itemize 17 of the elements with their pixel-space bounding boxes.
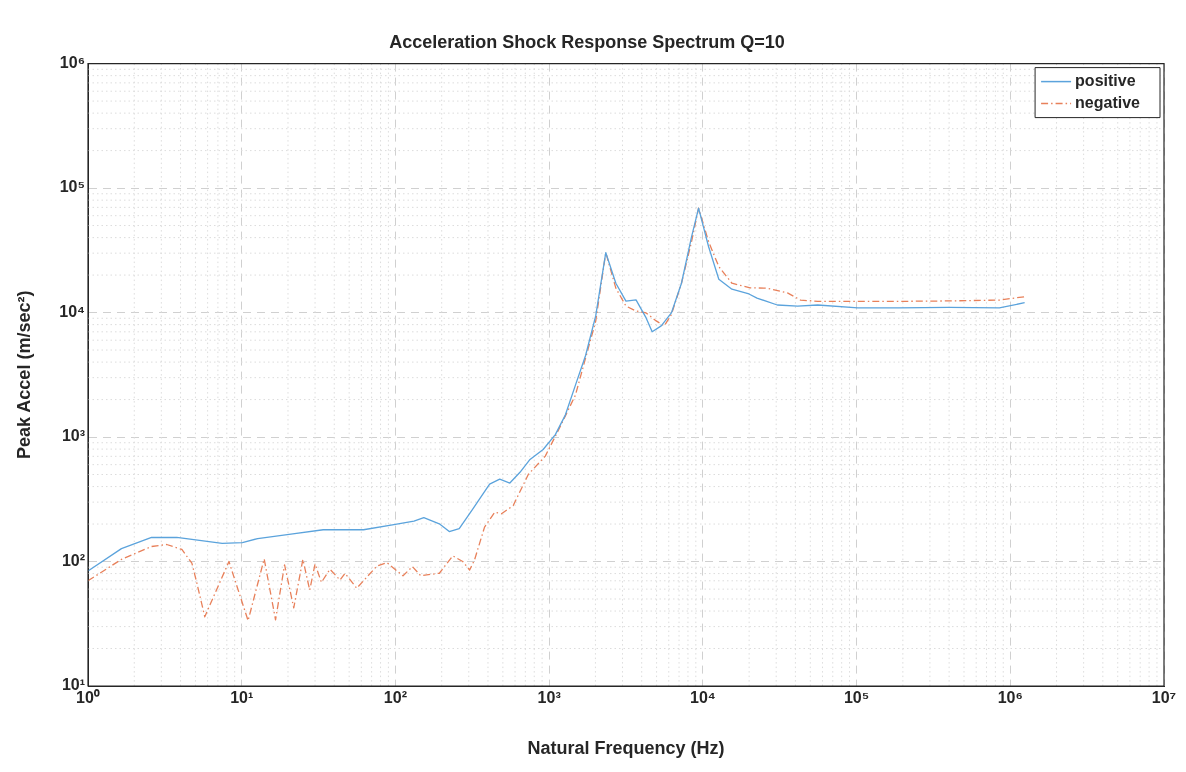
- y-tick-label: 10⁶: [59, 54, 85, 72]
- x-tick-label: 10⁶: [997, 689, 1023, 707]
- y-axis-title: Peak Accel (m/sec²): [13, 290, 34, 460]
- y-tick-label: 10²: [61, 551, 85, 569]
- legend-label: negative: [1075, 94, 1141, 112]
- x-tick-label: 10⁵: [843, 689, 870, 707]
- legend-label: positive: [1075, 72, 1136, 90]
- y-tick-label: 10³: [61, 427, 85, 445]
- x-tick-label: 10²: [383, 689, 407, 707]
- chart-title: Acceleration Shock Response Spectrum Q=10: [389, 31, 785, 52]
- y-tick-label: 10⁴: [59, 302, 86, 320]
- x-tick-label: 10³: [537, 689, 561, 707]
- x-tick-label: 10⁴: [690, 689, 716, 707]
- y-tick-label: 10⁵: [59, 178, 85, 196]
- x-tick-label: 10⁷: [1151, 689, 1177, 707]
- x-axis-title: Natural Frequency (Hz): [527, 738, 725, 759]
- x-tick-label: 10¹: [230, 689, 254, 707]
